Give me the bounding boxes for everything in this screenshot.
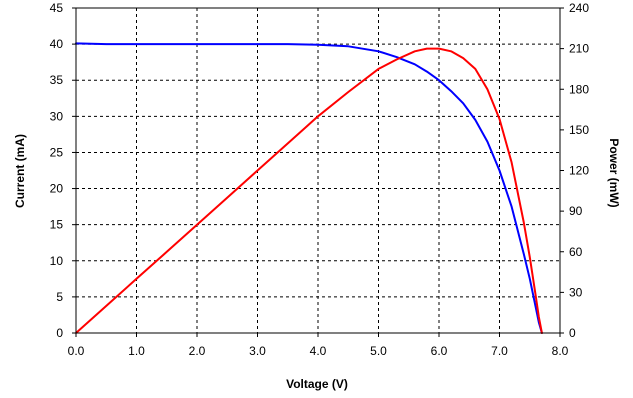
grid [76,8,560,333]
tick-labels: 0.0 1.0 2.0 3.0 4.0 5.0 6.0 7.0 8.00510152025303… [50,1,590,358]
current-curve [75,42,543,334]
y-tick-label: 45 [50,1,64,15]
x-tick-label: 8.0 [552,344,569,358]
x-tick-label: 1.0 [128,344,145,358]
y-tick-label: 15 [50,218,64,232]
y2-tick-label: 150 [569,123,589,137]
y2-tick-label: 60 [569,245,583,259]
y2-tick-label: 210 [569,42,589,56]
y2-tick-label: 90 [569,204,583,218]
y-tick-label: 10 [50,254,64,268]
y-axis-title: Current (mA) [13,134,27,208]
y2-axis-title: Power (mW) [607,138,621,207]
tick-marks [72,7,564,337]
y-tick-label: 35 [50,73,64,87]
x-axis-title: Voltage (V) [286,377,348,391]
y-tick-label: 40 [50,37,64,51]
y2-tick-label: 30 [569,285,583,299]
x-tick-label: 5.0 [370,344,387,358]
x-tick-label: 0.0 [68,344,85,358]
y-tick-label: 25 [50,145,64,159]
y-tick-label: 30 [50,109,64,123]
y-tick-label: 0 [56,326,63,340]
x-tick-label: 6.0 [431,344,448,358]
y2-tick-label: 180 [569,82,589,96]
x-tick-label: 7.0 [491,344,508,358]
x-tick-label: 2.0 [189,344,206,358]
y2-tick-label: 0 [569,326,576,340]
y-tick-label: 5 [56,290,63,304]
y2-tick-label: 120 [569,164,589,178]
y-tick-label: 20 [50,182,64,196]
y2-tick-label: 240 [569,1,589,15]
x-tick-label: 3.0 [249,344,266,358]
power-curve [75,47,543,334]
series-layer [75,42,543,334]
x-tick-label: 4.0 [310,344,327,358]
